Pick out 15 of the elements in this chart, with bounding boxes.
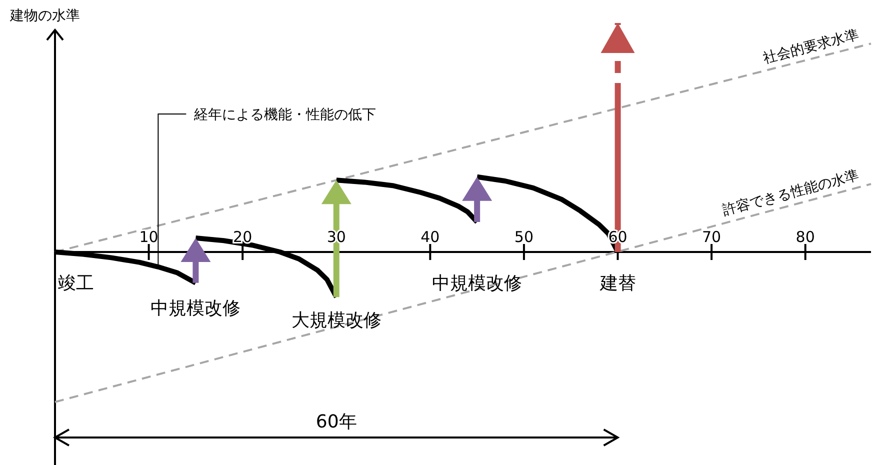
annotation: 経年による機能・性能の低下 [193,107,376,123]
x-tick-label: 70 [702,228,722,246]
x-tick-label: 80 [796,228,815,246]
y-axis-title: 建物の水準 [9,8,80,24]
x-tick-label: 40 [420,228,440,246]
x-tick-label: 10 [139,228,158,246]
annotation: 中規模改修 [150,298,241,320]
text: 許容できる性能の水準 [721,167,860,220]
annotation: 大規模改修 [291,310,382,332]
annotation: 中規模改修 [432,273,522,294]
annotation: 建替 [598,273,636,294]
annotation: 60年 [316,411,357,432]
x-tick-label: 50 [514,228,534,246]
annotation: 竣工 [58,273,94,294]
text: 社会的要求水準 [761,26,860,67]
